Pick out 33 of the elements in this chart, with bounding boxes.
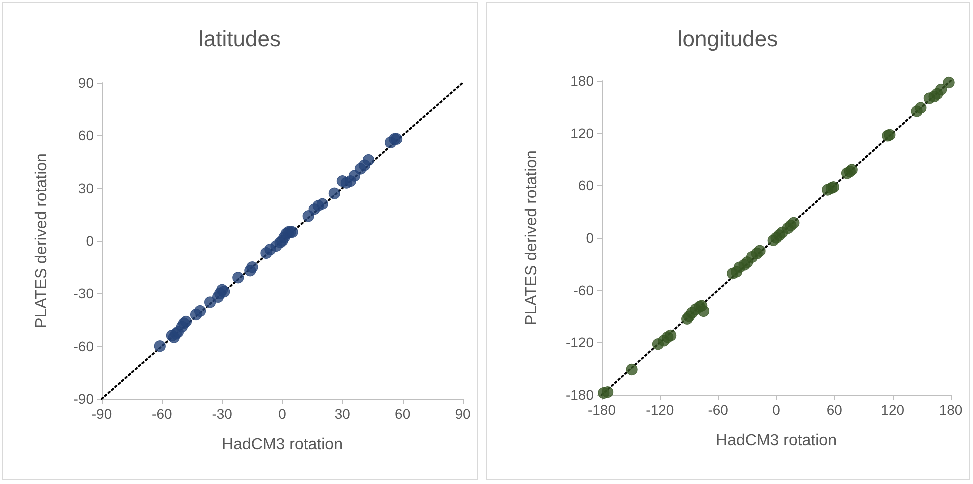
y-tick-label: 60 [578,178,594,194]
y-tick-label: 60 [78,128,94,144]
x-tick-label: -30 [212,406,233,422]
x-tick-label: 0 [278,406,287,422]
x-tick-label: 90 [455,406,471,422]
y-axis-title: PLATES derived rotation [34,154,50,328]
y-tick-label: 0 [586,230,594,246]
x-tick-label: 180 [939,402,963,418]
y-tick-label: 0 [86,233,94,249]
chart-title: longitudes [678,26,778,52]
chart-title: latitudes [199,26,281,52]
x-tick-label: -60 [152,406,172,422]
y-tick-label: 180 [570,73,594,89]
x-tick-label: 0 [772,402,781,418]
x-axis-title: HadCM3 rotation [716,432,837,450]
x-tick-label: 60 [395,406,411,422]
x-tick-label: 30 [334,406,351,422]
x-tick-label: -60 [708,402,729,418]
y-tick-label: -60 [74,338,94,354]
x-tick-label: 120 [881,402,905,418]
x-tick-label: -90 [92,406,112,422]
y-axis-title: PLATES derived rotation [524,150,540,326]
y-tick-label: -180 [566,387,594,403]
x-axis-title: HadCM3 rotation [222,436,343,454]
x-tick-label: -120 [646,402,674,418]
y-tick-label: -120 [566,334,594,351]
y-tick-label: 30 [78,180,94,196]
x-tick-label: 60 [826,402,843,418]
y-tick-label: 120 [570,125,594,142]
y-tick-label: -60 [574,282,594,298]
y-tick-label: 90 [78,75,94,91]
y-tick-label: -30 [74,286,94,302]
y-tick-label: -90 [74,391,94,407]
